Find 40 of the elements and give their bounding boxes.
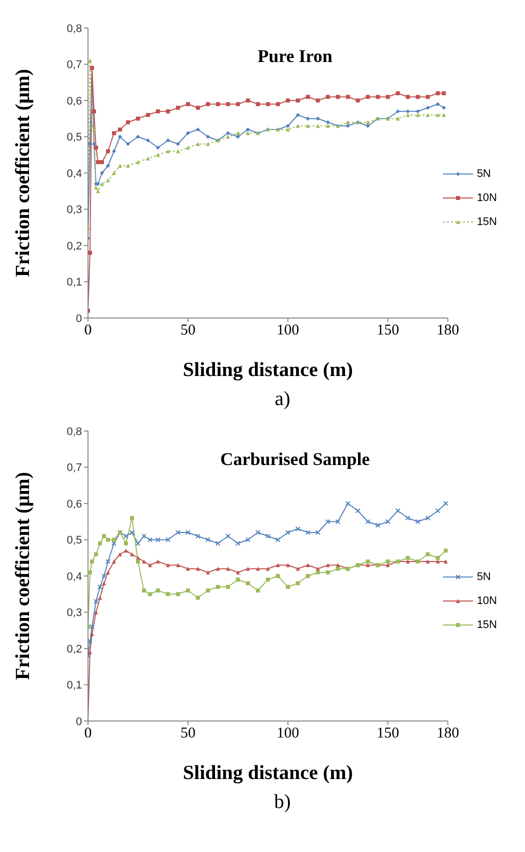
legend-label: 10N (476, 192, 497, 204)
x-axis-title: Sliding distance (m) (182, 359, 353, 381)
x-tick-label: 150 (376, 726, 400, 742)
y-tick-label: 0,8 (66, 426, 82, 438)
x-tick-label: 180 (436, 726, 460, 742)
y-tick-label: 0,7 (66, 59, 82, 72)
y-tick-label: 0,1 (66, 276, 82, 289)
x-tick-label: 50 (180, 322, 196, 339)
text: b) (273, 791, 292, 814)
y-tick-label: 0,7 (66, 462, 82, 474)
text: a) (274, 388, 292, 411)
y-tick-label: 0,3 (66, 204, 82, 216)
legend-label: 15N (476, 619, 497, 631)
y-tick-label: 0,2 (66, 240, 82, 252)
y-tick-label: 0,2 (66, 643, 82, 656)
x-tick-label: 180 (436, 322, 460, 339)
y-tick-label: 0,1 (66, 680, 82, 692)
legend-label: 15N (476, 216, 497, 228)
y-axis-title: Friction coefficient (µm) (12, 472, 34, 680)
legend-label: 5N (476, 571, 491, 583)
x-tick-label: 100 (276, 322, 300, 339)
x-tick-label: 100 (276, 726, 300, 742)
y-tick-label: 0 (76, 312, 82, 325)
y-tick-label: 0 (76, 716, 82, 728)
y-axis-title: Friction coefficient (µm) (12, 68, 34, 278)
y-tick-label: 0,6 (66, 498, 82, 510)
text: Pure Iron (256, 46, 334, 67)
y-tick-label: 0,5 (66, 132, 82, 144)
x-tick-label: 150 (376, 322, 400, 339)
y-tick-label: 0,5 (66, 534, 82, 547)
y-tick-label: 0,4 (66, 168, 82, 180)
y-tick-label: 0,6 (66, 95, 82, 108)
y-tick-label: 0,3 (66, 607, 82, 620)
x-axis-title: Sliding distance (m) (182, 762, 353, 784)
legend-label: 5N (476, 168, 491, 180)
y-tick-label: 0,8 (66, 22, 82, 35)
legend-label: 10N (476, 595, 497, 607)
x-tick-label: 50 (180, 726, 196, 742)
text: Carburised Sample (219, 449, 371, 470)
y-tick-label: 0,4 (66, 570, 82, 583)
